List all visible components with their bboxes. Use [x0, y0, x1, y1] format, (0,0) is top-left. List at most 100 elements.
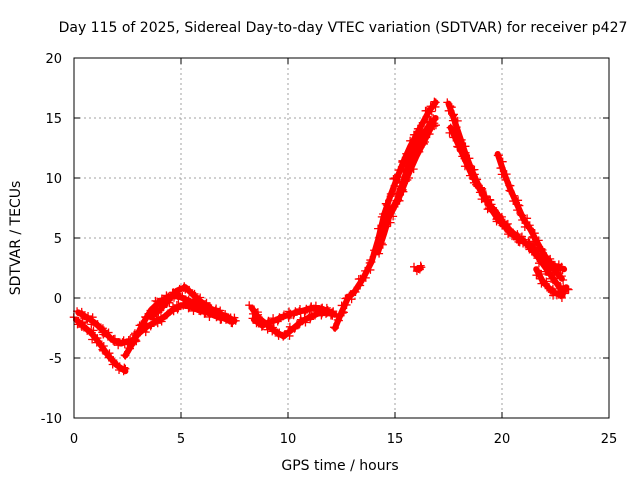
data-point: [465, 161, 474, 170]
data-point: [104, 328, 113, 337]
data-point: [73, 320, 82, 329]
data-point: [248, 314, 257, 323]
data-point: [285, 331, 294, 340]
data-point: [153, 306, 162, 315]
data-point: [167, 306, 176, 315]
data-point: [307, 302, 316, 311]
data-point: [268, 323, 277, 332]
data-point: [506, 187, 515, 196]
data-point: [147, 320, 156, 329]
data-point: [419, 139, 428, 148]
data-point: [394, 195, 403, 204]
data-point: [99, 326, 108, 335]
data-point: [333, 315, 342, 324]
data-point: [296, 317, 305, 326]
data-point: [376, 231, 385, 240]
data-point: [77, 323, 86, 332]
data-point: [355, 281, 364, 290]
data-point: [149, 315, 158, 324]
data-point: [515, 201, 524, 210]
data-point: [378, 240, 387, 249]
series-track-l: [443, 98, 527, 247]
data-point: [152, 307, 161, 316]
data-point: [269, 314, 278, 323]
data-point: [377, 230, 386, 239]
data-point: [366, 265, 375, 274]
data-point: [162, 311, 171, 320]
data-point: [426, 102, 435, 111]
data-point: [141, 328, 150, 337]
data-point: [89, 326, 98, 335]
data-point: [284, 326, 293, 335]
data-point: [548, 284, 557, 293]
data-point: [408, 156, 417, 165]
data-point: [275, 313, 284, 322]
data-point: [301, 318, 310, 327]
data-point: [496, 164, 505, 173]
data-point: [126, 340, 135, 349]
data-point: [361, 273, 370, 282]
series-track-o: [532, 266, 573, 302]
data-point: [431, 98, 440, 107]
data-point: [416, 261, 425, 270]
data-point: [387, 190, 396, 199]
data-point: [262, 321, 271, 330]
series-track-b: [73, 307, 133, 350]
data-point: [307, 312, 316, 321]
data-point: [103, 332, 112, 341]
data-point: [88, 335, 97, 344]
data-point: [92, 338, 101, 347]
data-point: [94, 337, 103, 346]
series-track-p: [525, 238, 568, 275]
data-point: [331, 324, 340, 332]
series-track-k: [410, 261, 426, 276]
data-points: [69, 97, 573, 376]
data-point: [159, 303, 168, 312]
data-point: [514, 237, 523, 246]
data-point: [410, 262, 418, 271]
data-point: [504, 226, 513, 235]
data-point: [264, 316, 273, 325]
data-point: [156, 312, 165, 321]
data-point: [489, 203, 498, 212]
data-point: [94, 322, 103, 331]
data-point: [445, 128, 454, 137]
data-point: [409, 165, 418, 174]
data-point: [393, 197, 402, 206]
data-point: [420, 131, 429, 140]
data-point: [110, 358, 119, 367]
data-point: [564, 285, 573, 294]
data-point: [130, 336, 139, 345]
data-point: [453, 142, 462, 151]
data-point: [498, 157, 507, 166]
axis-ticks: 0 5 10 15 20 25 -10 -5 0 5 10 15 20: [41, 52, 618, 447]
y-tick-label: 15: [45, 112, 62, 127]
data-point: [410, 141, 418, 150]
data-point: [253, 315, 262, 324]
data-point: [467, 166, 476, 175]
data-point: [196, 293, 205, 302]
data-point: [537, 254, 546, 263]
data-point: [514, 200, 523, 209]
x-tick-label: 15: [387, 432, 404, 447]
series-track-g: [248, 301, 338, 331]
data-point: [99, 342, 108, 350]
data-point: [462, 156, 471, 165]
data-point: [322, 306, 331, 315]
data-point: [78, 319, 87, 328]
data-point: [174, 302, 183, 311]
data-point: [392, 196, 401, 205]
series-track: [445, 100, 527, 244]
series-track-j: [387, 119, 440, 221]
data-point: [419, 138, 428, 147]
data-point: [269, 318, 278, 327]
data-point: [329, 307, 338, 316]
data-point: [386, 218, 395, 227]
data-point: [206, 303, 215, 312]
data-point: [269, 325, 278, 334]
data-point: [115, 366, 124, 374]
data-point: [379, 210, 388, 218]
data-point: [427, 107, 436, 116]
data-point: [389, 212, 398, 221]
